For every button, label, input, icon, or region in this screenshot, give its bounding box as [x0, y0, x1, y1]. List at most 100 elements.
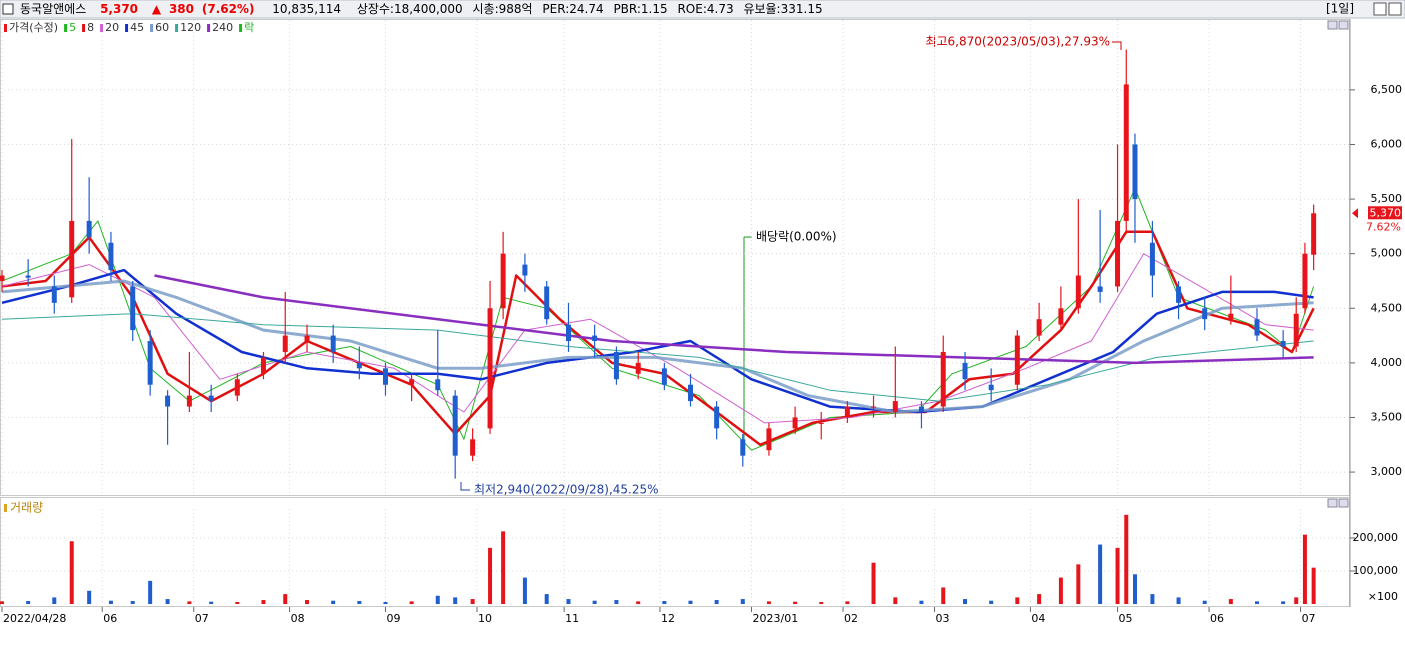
candle-body [544, 286, 550, 320]
volume-bar [165, 599, 170, 604]
candle-body [818, 422, 824, 424]
candle-body [871, 406, 877, 408]
x-tick-label: 09 [386, 612, 400, 625]
legend-label: 가격(수정) [9, 21, 58, 34]
volume-bar [614, 600, 619, 604]
volume-bar [871, 562, 876, 604]
stat: 유보율:331.15 [743, 2, 822, 16]
pane-button[interactable] [1338, 498, 1349, 508]
candle-body [435, 379, 441, 391]
last-pct: 7.62% [1366, 220, 1401, 233]
stat: ROE:4.73 [677, 2, 733, 16]
pane-button[interactable] [1327, 498, 1338, 508]
candle-body [130, 286, 136, 331]
period[interactable]: [1일] [1326, 2, 1354, 16]
y-tick-label: 3,500 [1371, 410, 1403, 423]
candle-body [1176, 286, 1182, 303]
legend-swatch [64, 24, 68, 32]
candle-body [234, 379, 240, 396]
close-button[interactable] [1388, 2, 1402, 16]
candle-body [487, 308, 493, 429]
volume-bar [1281, 601, 1286, 604]
volume-bar [919, 600, 924, 604]
volume-bar [331, 600, 336, 604]
x-tick-label: 2023/01 [753, 612, 799, 625]
volume-bar [305, 600, 310, 604]
candle-body [792, 417, 798, 429]
volume-bar [383, 602, 388, 604]
candle-body [1280, 341, 1286, 347]
candle-body [962, 362, 968, 380]
change-pct: (7.62%) [202, 2, 255, 16]
candle-body [25, 275, 31, 278]
high-annotation: 최고6,870(2023/05/03),27.93% [925, 35, 1110, 49]
candle-body [51, 286, 57, 303]
candle-body [1115, 220, 1121, 287]
price-pane [0, 19, 1350, 496]
volume-label: 거래량 [10, 501, 43, 515]
price: 5,370 [100, 2, 138, 16]
candle-body [1302, 253, 1308, 309]
volume-bar [1076, 564, 1081, 604]
y-tick-label: 4,500 [1371, 301, 1403, 314]
last-price-box [1368, 206, 1402, 220]
legend-entry: 5 [69, 21, 76, 34]
volume-bar [69, 541, 74, 604]
candle-body [613, 351, 619, 380]
candle-body [892, 401, 898, 413]
y-tick-label: 3,000 [1371, 465, 1403, 478]
volume-bar [963, 599, 968, 604]
volume-bar [688, 600, 693, 604]
ma-line [1, 313, 1314, 402]
candle-body [940, 351, 946, 407]
x-tick-label: 07 [195, 612, 209, 625]
volume-bar [1294, 597, 1299, 604]
candle-body [1014, 335, 1020, 385]
legend-swatch [125, 24, 129, 32]
checkbox[interactable] [2, 3, 14, 15]
volume-bar [435, 595, 440, 604]
volume-bar [1115, 547, 1120, 604]
restore-button[interactable] [1373, 2, 1387, 16]
ma-line [1, 268, 1314, 414]
low-arrow [460, 482, 470, 491]
candle-body [0, 275, 5, 281]
volume-bar [453, 597, 458, 604]
candle-body [165, 395, 171, 407]
volume-marker [4, 504, 7, 512]
volume-bar [793, 601, 798, 604]
candle-body [1058, 308, 1064, 325]
volume-bar [544, 594, 549, 604]
volume-bar [1228, 599, 1233, 604]
pane-button[interactable] [1327, 20, 1338, 30]
legend-swatch [150, 24, 154, 32]
volume-bar [130, 601, 135, 604]
ma-line [1, 253, 1314, 424]
volume: 10,835,114 [272, 2, 341, 16]
x-tick-label: 2022/04/28 [3, 612, 66, 625]
title-bar [0, 0, 1405, 19]
volume-bar [108, 600, 113, 604]
legend-entry: 8 [87, 21, 94, 34]
volume-bar [592, 600, 597, 604]
volume-bar [187, 601, 192, 604]
volume-bar [845, 601, 850, 604]
x-tick-label: 10 [478, 612, 492, 625]
x-tick-label: 06 [103, 612, 117, 625]
volume-bar [740, 599, 745, 604]
legend-entry: 45 [130, 21, 144, 34]
candle-body [1097, 286, 1103, 292]
volume-bar [636, 601, 641, 604]
change: 380 [169, 2, 194, 16]
volume-bar [1202, 600, 1207, 604]
candle-body [1132, 144, 1138, 200]
ma-line [1, 187, 1315, 451]
candle-body [1311, 213, 1317, 255]
volume-bar [1058, 577, 1063, 604]
legend-entry: 60 [155, 21, 169, 34]
candle-body [260, 357, 266, 374]
pane-button[interactable] [1338, 20, 1349, 30]
candle-body [1075, 275, 1081, 309]
